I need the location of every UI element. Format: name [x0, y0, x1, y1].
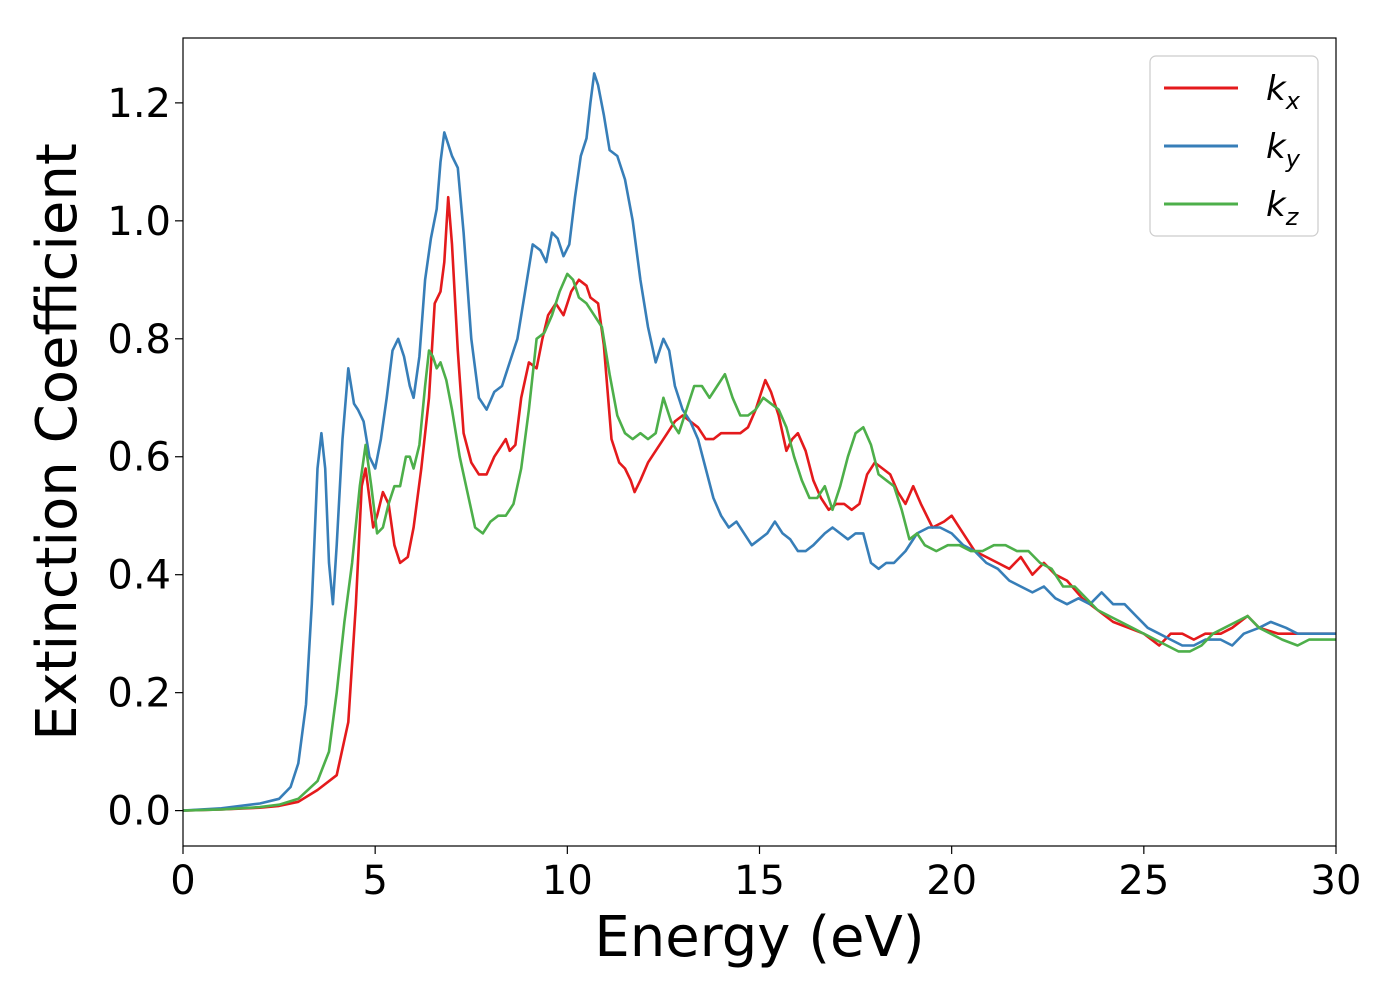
y-tick-label: 0.0	[107, 789, 171, 835]
x-axis-label: Energy (eV)	[594, 905, 924, 970]
x-tick-label: 15	[734, 858, 785, 904]
x-tick-label: 25	[1118, 858, 1169, 904]
x-tick-label: 10	[542, 858, 593, 904]
series-line-kx	[182, 195, 1336, 812]
x-tick-label: 5	[362, 858, 387, 904]
x-tick-label: 30	[1311, 858, 1362, 904]
y-axis-ticks: 0.0 0.2 0.4 0.6 0.8 1.0 1.2	[107, 81, 183, 835]
legend-label: kz	[1266, 185, 1300, 231]
series-line-ky	[182, 72, 1336, 812]
legend-label: kx	[1266, 69, 1301, 115]
y-tick-label: 0.6	[107, 435, 171, 481]
plot-area-frame	[182, 37, 1337, 847]
y-tick-label: 0.2	[107, 671, 171, 717]
y-tick-label: 1.2	[107, 81, 171, 127]
x-tick-label: 20	[926, 858, 977, 904]
series-line-kz	[182, 272, 1336, 812]
legend-label: ky	[1266, 127, 1301, 173]
y-tick-label: 0.8	[107, 317, 171, 363]
y-axis-label: Extinction Coefficient	[25, 143, 90, 741]
legend: kx ky kz	[1149, 55, 1319, 237]
x-axis-ticks: 0 5 10 15 20 25 30	[170, 846, 1361, 904]
series-lines	[182, 72, 1336, 812]
y-tick-label: 1.0	[107, 199, 171, 245]
y-tick-label: 0.4	[107, 553, 171, 599]
x-tick-label: 0	[170, 858, 195, 904]
